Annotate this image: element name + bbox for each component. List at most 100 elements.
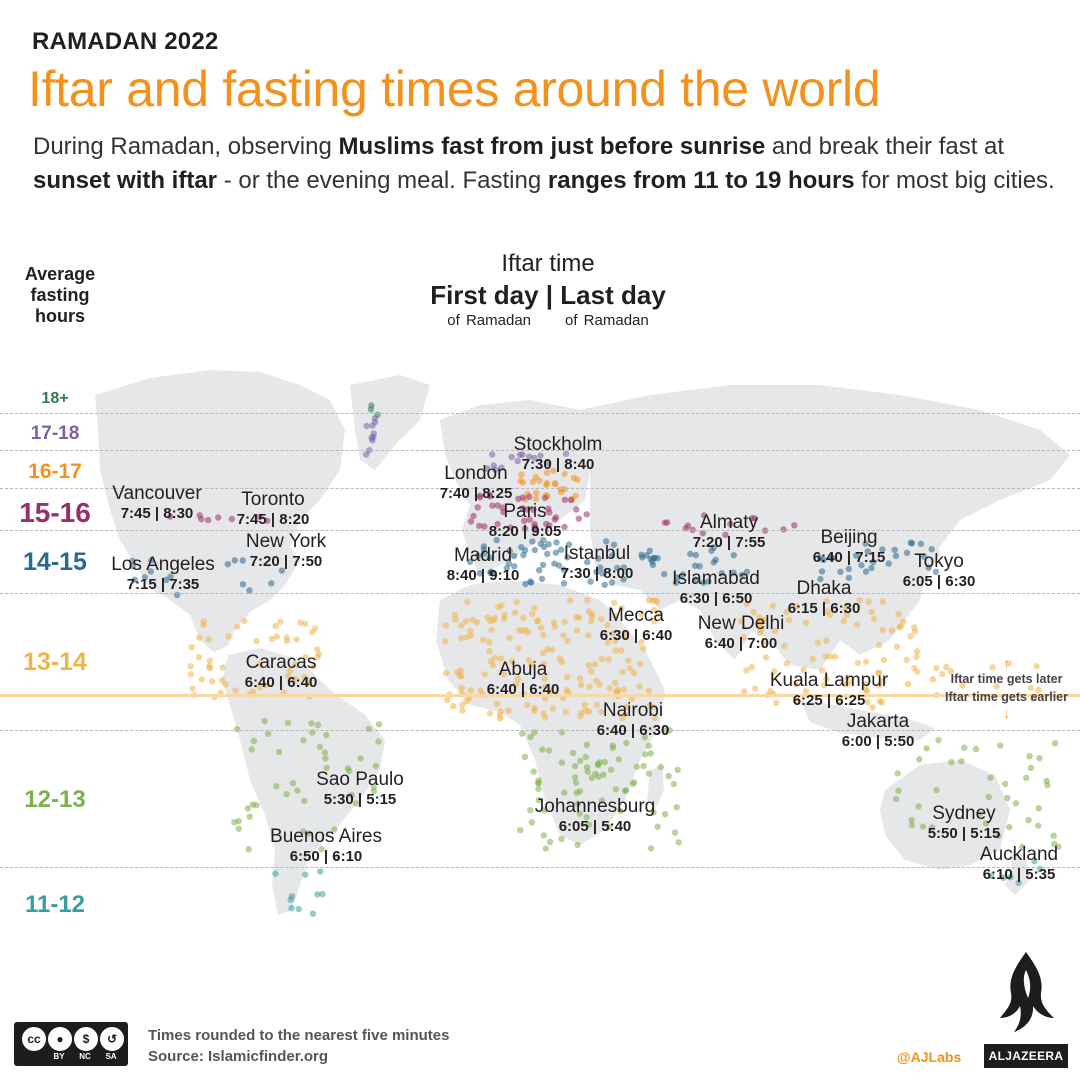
city-dot xyxy=(456,672,463,679)
city-dot xyxy=(854,659,861,667)
city-dot xyxy=(278,567,286,574)
city-dot xyxy=(209,678,216,685)
city-dot xyxy=(450,702,457,710)
city-dot xyxy=(527,578,534,585)
city-dot xyxy=(823,637,830,644)
city-dot xyxy=(903,549,911,556)
city-dot xyxy=(323,731,330,739)
city-dot xyxy=(654,610,662,617)
legend-heading-line-1: Average xyxy=(24,264,96,284)
city-dot xyxy=(818,568,826,575)
city-dot xyxy=(895,787,902,794)
city-dot xyxy=(473,619,481,626)
city-dot xyxy=(222,681,229,688)
city-dot xyxy=(657,763,664,771)
city-dot xyxy=(650,606,658,614)
city-dot xyxy=(511,609,518,616)
city-dot xyxy=(1019,843,1026,851)
city-dot xyxy=(514,675,522,683)
city-dot xyxy=(570,474,577,482)
city-dot xyxy=(539,561,547,569)
city-dot xyxy=(612,637,619,645)
city-name: Stockholm xyxy=(513,434,603,455)
city-dot xyxy=(129,563,137,570)
city-dot xyxy=(869,704,876,711)
city-label-toronto: Toronto 7:45 | 8:20 xyxy=(237,489,310,529)
city-label-buenos-aires: Buenos Aires 6:50 | 6:10 xyxy=(270,826,382,866)
city-dot xyxy=(751,515,758,522)
city-dot xyxy=(620,564,628,571)
city-dot xyxy=(284,719,292,726)
city-dot xyxy=(585,662,592,669)
city-dot xyxy=(1051,740,1059,747)
city-dot xyxy=(645,742,652,749)
city-dot xyxy=(1043,777,1050,785)
city-dot xyxy=(560,566,567,573)
city-dot xyxy=(268,635,275,643)
city-label-jakarta: Jakarta 6:00 | 5:50 xyxy=(842,711,915,751)
city-dot xyxy=(588,610,596,618)
city-name: Johannesburg xyxy=(534,796,656,817)
city-dot xyxy=(1004,794,1011,802)
city-dot xyxy=(575,515,582,522)
city-iftar-times: 5:50 | 5:15 xyxy=(927,825,1001,842)
city-dot xyxy=(573,789,580,796)
city-dot xyxy=(583,764,591,771)
legend-heading: Average fasting hours xyxy=(4,264,116,327)
city-dot xyxy=(623,703,631,710)
city-dot xyxy=(499,504,506,511)
city-dot xyxy=(314,653,321,661)
source-note: Source: Islamicfinder.org xyxy=(148,1048,329,1065)
city-dot xyxy=(853,621,861,628)
city-dot xyxy=(893,643,901,650)
band-divider xyxy=(0,730,1080,731)
city-dot xyxy=(640,645,647,652)
city-dot xyxy=(630,779,638,786)
license-sa: SA xyxy=(105,1052,117,1061)
city-dot xyxy=(947,667,955,675)
city-dot xyxy=(520,551,527,559)
city-dot xyxy=(892,552,900,560)
city-dot xyxy=(562,709,570,716)
city-dot xyxy=(679,571,687,578)
city-dot xyxy=(551,560,558,567)
note-earlier: Iftar time gets earlier xyxy=(945,690,1068,704)
city-dot xyxy=(645,687,653,694)
iftar-key: Iftar time First day | Last day of Ramad… xyxy=(398,250,698,329)
city-dot xyxy=(802,688,810,695)
city-dot xyxy=(532,495,540,502)
city-dot xyxy=(896,624,903,631)
city-dot xyxy=(573,613,580,621)
city-dot xyxy=(670,780,678,788)
city-dot xyxy=(710,559,717,566)
city-dot xyxy=(261,717,268,725)
city-dot xyxy=(645,770,653,777)
city-dot xyxy=(876,682,883,689)
city-label-sydney: Sydney 5:50 | 5:15 xyxy=(928,803,1001,843)
intro-segment: - or the evening meal. Fasting xyxy=(217,167,548,194)
city-dot xyxy=(576,675,584,682)
australia-land xyxy=(880,760,1010,870)
city-dot xyxy=(582,753,589,761)
rounding-note: Times rounded to the nearest five minute… xyxy=(148,1027,450,1044)
city-dot xyxy=(370,433,377,441)
city-dot xyxy=(535,796,542,804)
city-dot xyxy=(207,664,214,672)
city-dot xyxy=(743,568,751,576)
city-dot xyxy=(511,563,518,570)
city-dot xyxy=(654,598,661,606)
city-label-stockholm: Stockholm 7:30 | 8:40 xyxy=(514,434,603,474)
city-dot xyxy=(584,597,591,604)
city-dot xyxy=(743,600,750,608)
city-dot xyxy=(842,604,850,611)
city-dot xyxy=(239,581,247,588)
city-dot xyxy=(911,624,918,631)
city-dot xyxy=(553,539,560,546)
city-dot xyxy=(526,493,533,500)
city-dot xyxy=(863,658,870,665)
new-zealand-land xyxy=(1005,850,1030,895)
city-dot xyxy=(462,618,470,625)
city-iftar-times: 6:30 | 6:50 xyxy=(679,590,753,607)
city-dot xyxy=(480,550,488,557)
city-dot xyxy=(617,807,624,815)
